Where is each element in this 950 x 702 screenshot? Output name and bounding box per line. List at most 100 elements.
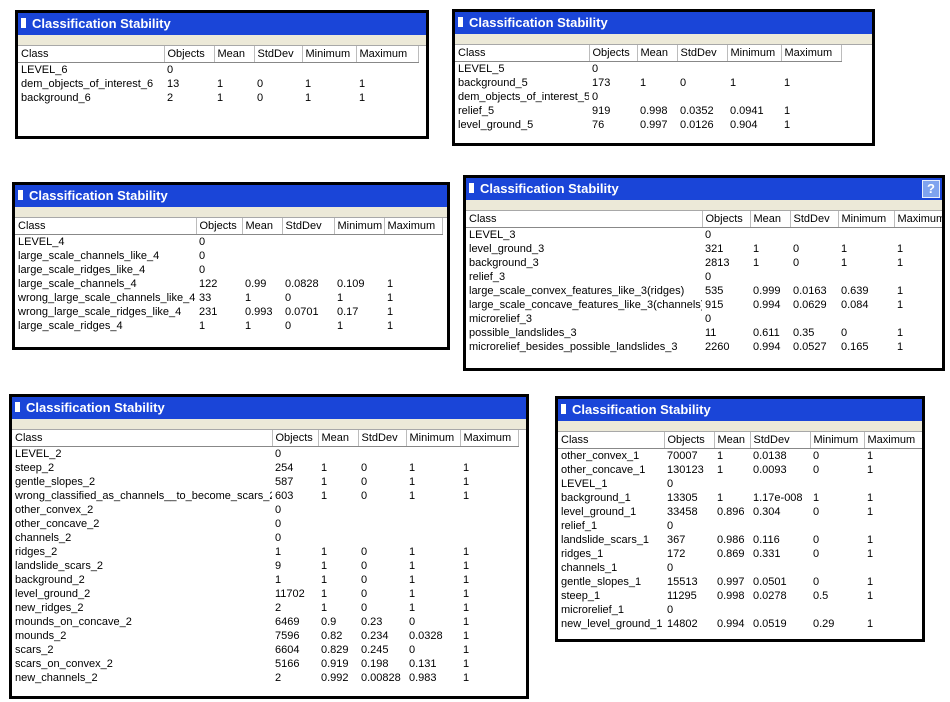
column-header-objects[interactable]: Objects: [196, 218, 243, 235]
table-row[interactable]: level_ground_5 76 0.997 0.0126 0.904 1: [455, 118, 841, 132]
table-row[interactable]: relief_1 0: [558, 519, 922, 533]
column-header-objects[interactable]: Objects: [589, 45, 638, 62]
table-row[interactable]: scars_2 6604 0.829 0.245 0 1: [12, 643, 518, 657]
table-row[interactable]: new_ridges_2 2 1 0 1 1: [12, 601, 518, 615]
column-header-maximum[interactable]: Maximum: [384, 218, 443, 235]
column-header-objects[interactable]: Objects: [272, 430, 319, 447]
column-header-stddev[interactable]: StdDev: [677, 45, 728, 62]
table-row[interactable]: steep_1 11295 0.998 0.0278 0.5 1: [558, 589, 922, 603]
column-header-class[interactable]: Class: [12, 430, 273, 447]
window-titlebar[interactable]: Classification Stability: [558, 399, 922, 421]
table-row[interactable]: wrong_large_scale_channels_like_4 33 1 0 1 1: [15, 291, 442, 305]
column-header-maximum[interactable]: Maximum: [356, 46, 419, 63]
column-header-maximum[interactable]: Maximum: [894, 211, 942, 228]
window-titlebar[interactable]: Classification Stability: [15, 185, 447, 207]
table-row[interactable]: large_scale_concave_features_like_3(chan…: [466, 298, 942, 312]
table-row[interactable]: relief_3 0: [466, 270, 942, 284]
table-row[interactable]: gentle_slopes_2 587 1 0 1 1: [12, 475, 518, 489]
table-row[interactable]: other_concave_1 130123 1 0.0093 0 1: [558, 463, 922, 477]
column-header-mean[interactable]: Mean: [750, 211, 791, 228]
column-header-minimum[interactable]: Minimum: [334, 218, 385, 235]
column-header-minimum[interactable]: Minimum: [406, 430, 461, 447]
window-titlebar[interactable]: Classification Stability?: [466, 178, 942, 200]
table-row[interactable]: wrong_large_scale_ridges_like_4 231 0.993 0…: [15, 305, 442, 319]
table-row[interactable]: microrelief_1 0: [558, 603, 922, 617]
column-header-stddev[interactable]: StdDev: [282, 218, 335, 235]
table-row[interactable]: LEVEL_2 0: [12, 447, 518, 462]
table-row[interactable]: background_1 13305 1 1.17e-008 1 1: [558, 491, 922, 505]
stability-window-level-5[interactable]: Classification Stability Class Objects Mean…: [452, 9, 875, 146]
column-header-minimum[interactable]: Minimum: [838, 211, 895, 228]
window-titlebar[interactable]: Classification Stability: [455, 12, 872, 34]
stability-window-level-4[interactable]: Classification Stability Class Objects Mean…: [12, 182, 450, 350]
table-row[interactable]: LEVEL_1 0: [558, 477, 922, 491]
table-row[interactable]: mounds_2 7596 0.82 0.234 0.0328 1: [12, 629, 518, 643]
table-row[interactable]: channels_1 0: [558, 561, 922, 575]
table-row[interactable]: LEVEL_3 0: [466, 228, 942, 243]
table-row[interactable]: level_ground_3 321 1 0 1 1: [466, 242, 942, 256]
table-row[interactable]: background_5 173 1 0 1 1: [455, 76, 841, 90]
column-header-stddev[interactable]: StdDev: [790, 211, 839, 228]
stability-window-level-6[interactable]: Classification Stability Class Objects Mean…: [15, 10, 429, 139]
column-header-mean[interactable]: Mean: [318, 430, 359, 447]
table-row[interactable]: possible_landslides_3 11 0.611 0.35 0 1: [466, 326, 942, 340]
table-row[interactable]: other_convex_1 70007 1 0.0138 0 1: [558, 449, 922, 464]
table-row[interactable]: channels_2 0: [12, 531, 518, 545]
column-header-class[interactable]: Class: [18, 46, 165, 63]
column-header-class[interactable]: Class: [466, 211, 703, 228]
table-row[interactable]: scars_on_convex_2 5166 0.919 0.198 0.131 1: [12, 657, 518, 671]
table-row[interactable]: large_scale_convex_features_like_3(ridge…: [466, 284, 942, 298]
table-row[interactable]: dem_objects_of_interest_6 13 1 0 1 1: [18, 77, 418, 91]
column-header-maximum[interactable]: Maximum: [781, 45, 842, 62]
table-row[interactable]: microrelief_3 0: [466, 312, 942, 326]
column-header-class[interactable]: Class: [15, 218, 197, 235]
column-header-objects[interactable]: Objects: [664, 432, 715, 449]
stability-window-level-1[interactable]: Classification Stability Class Objects Mean…: [555, 396, 925, 642]
column-header-minimum[interactable]: Minimum: [810, 432, 865, 449]
column-header-class[interactable]: Class: [558, 432, 665, 449]
table-row[interactable]: steep_2 254 1 0 1 1: [12, 461, 518, 475]
table-row[interactable]: landslide_scars_1 367 0.986 0.116 0 1: [558, 533, 922, 547]
table-row[interactable]: microrelief_besides_possible_landslides_…: [466, 340, 942, 354]
column-header-objects[interactable]: Objects: [164, 46, 215, 63]
table-row[interactable]: landslide_scars_2 9 1 0 1 1: [12, 559, 518, 573]
table-row[interactable]: LEVEL_5 0: [455, 62, 841, 77]
column-header-mean[interactable]: Mean: [714, 432, 751, 449]
table-row[interactable]: new_channels_2 2 0.992 0.00828 0.983 1: [12, 671, 518, 685]
table-row[interactable]: level_ground_2 11702 1 0 1 1: [12, 587, 518, 601]
help-icon[interactable]: ?: [922, 180, 940, 198]
column-header-stddev[interactable]: StdDev: [358, 430, 407, 447]
column-header-maximum[interactable]: Maximum: [460, 430, 519, 447]
table-row[interactable]: LEVEL_4 0: [15, 235, 442, 250]
table-row[interactable]: relief_5 919 0.998 0.0352 0.0941 1: [455, 104, 841, 118]
table-row[interactable]: dem_objects_of_interest_5 0: [455, 90, 841, 104]
table-row[interactable]: level_ground_1 33458 0.896 0.304 0 1: [558, 505, 922, 519]
table-row[interactable]: wrong_classified_as_channels__to_become_…: [12, 489, 518, 503]
column-header-minimum[interactable]: Minimum: [727, 45, 782, 62]
table-row[interactable]: LEVEL_6 0: [18, 63, 418, 78]
table-row[interactable]: other_convex_2 0: [12, 503, 518, 517]
table-row[interactable]: other_concave_2 0: [12, 517, 518, 531]
column-header-class[interactable]: Class: [455, 45, 590, 62]
table-row[interactable]: ridges_2 1 1 0 1 1: [12, 545, 518, 559]
column-header-stddev[interactable]: StdDev: [750, 432, 811, 449]
table-row[interactable]: gentle_slopes_1 15513 0.997 0.0501 0 1: [558, 575, 922, 589]
column-header-mean[interactable]: Mean: [214, 46, 255, 63]
table-row[interactable]: ridges_1 172 0.869 0.331 0 1: [558, 547, 922, 561]
table-row[interactable]: large_scale_channels_like_4 0: [15, 249, 442, 263]
stability-window-level-2[interactable]: Classification Stability Class Objects Mean…: [9, 394, 529, 699]
column-header-mean[interactable]: Mean: [637, 45, 678, 62]
column-header-mean[interactable]: Mean: [242, 218, 283, 235]
table-row[interactable]: new_level_ground_1 14802 0.994 0.0519 0.29 1: [558, 617, 922, 631]
column-header-stddev[interactable]: StdDev: [254, 46, 303, 63]
stability-window-level-3[interactable]: Classification Stability? Class Objects Mea…: [463, 175, 945, 371]
table-row[interactable]: large_scale_ridges_like_4 0: [15, 263, 442, 277]
window-titlebar[interactable]: Classification Stability: [18, 13, 426, 35]
window-titlebar[interactable]: Classification Stability: [12, 397, 526, 419]
table-row[interactable]: background_3 2813 1 0 1 1: [466, 256, 942, 270]
table-row[interactable]: large_scale_channels_4 122 0.99 0.0828 0.109…: [15, 277, 442, 291]
table-row[interactable]: background_6 2 1 0 1 1: [18, 91, 418, 105]
column-header-minimum[interactable]: Minimum: [302, 46, 357, 63]
table-row[interactable]: background_2 1 1 0 1 1: [12, 573, 518, 587]
table-row[interactable]: large_scale_ridges_4 1 1 0 1 1: [15, 319, 442, 333]
